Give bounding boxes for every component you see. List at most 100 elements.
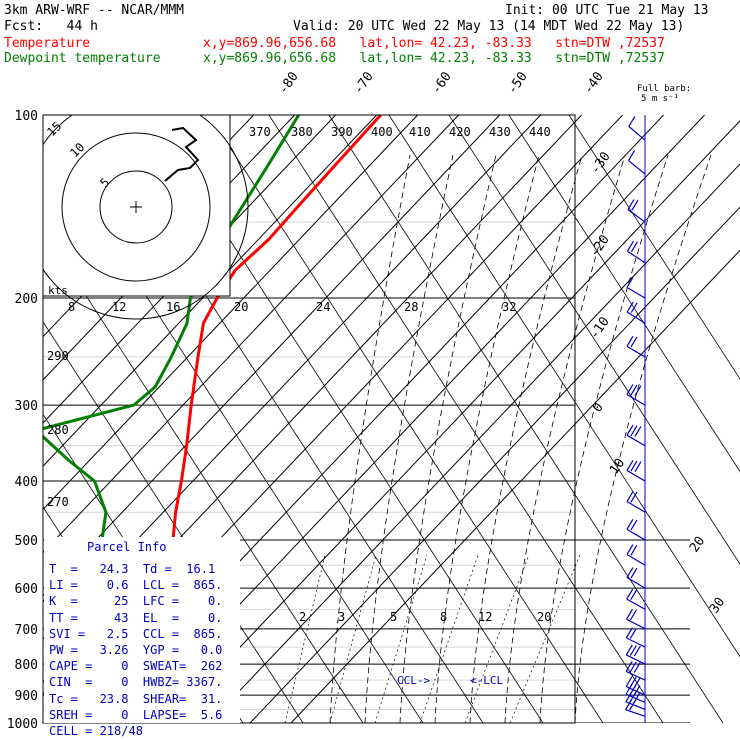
wind-barb-flag [629, 628, 637, 639]
dry-adiabat-line [448, 115, 740, 565]
wind-barb-flag [626, 608, 634, 620]
mixing-ratio-label: 20 [537, 610, 551, 624]
isotherm-label: -60 [429, 69, 455, 97]
dry-adiabat-line [568, 115, 740, 380]
wind-barb-flag [626, 588, 634, 600]
wind-barb-staff [625, 670, 646, 681]
mixing-ratio-label: 12 [112, 300, 126, 314]
wind-barb-flag [630, 384, 638, 396]
wind-barb-staff [625, 693, 646, 703]
dry-adiabat-label: 440 [529, 125, 551, 139]
wind-barb-flag [625, 644, 633, 656]
temperature-legend: Temperature [4, 36, 91, 51]
mixing-ratio-line [374, 554, 428, 723]
mixing-ratio-line [509, 554, 581, 723]
wind-barb-flag [626, 519, 634, 530]
wind-barb [628, 150, 646, 175]
moist-adiabat-line [399, 154, 497, 723]
mixing-ratio-label: 12 [478, 610, 492, 624]
wind-barb-flag [633, 662, 641, 673]
barb-legend-title: Full barb: [637, 84, 692, 94]
mixing-ratio-label: 32 [502, 300, 516, 314]
wind-barb-flag [625, 676, 633, 687]
parcel-info-title: Parcel Info [87, 540, 167, 554]
mixing-ratio-label: 24 [316, 300, 330, 314]
parcel-info-row: CELL = 218/48 [49, 724, 143, 738]
wind-barb [626, 277, 646, 299]
parcel-info-row: SVI = 2.5 CCL = 865. [49, 626, 223, 641]
wind-barb-flag [626, 277, 634, 288]
mixing-ratio-line [464, 554, 530, 723]
wind-barb-staff [626, 598, 646, 610]
isotherm-line [167, 120, 740, 723]
dry-adiabat-label: 270 [47, 495, 69, 509]
wind-barb [625, 676, 646, 696]
wind-barb [626, 240, 646, 264]
dry-adiabat-label: 290 [47, 349, 69, 363]
parcel-info-row: CIN = 0 HWBZ= 3367. [49, 675, 223, 690]
wind-barb-flag [626, 491, 634, 502]
wind-barb-staff [626, 618, 646, 630]
wind-barb-flag [625, 661, 633, 672]
isotherm-label: 30 [707, 595, 728, 616]
dry-adiabat-line [0, 75, 3, 723]
lcl-marker: <-LCL [470, 674, 504, 687]
mixing-ratio-label: 5 [390, 610, 397, 624]
mixing-ratio-label: 20 [234, 300, 248, 314]
wind-barb-flag [633, 677, 641, 689]
mixing-ratio-label: 16 [166, 300, 180, 314]
isotherm-label: -30 [588, 149, 614, 177]
isotherm-line [43, 115, 459, 554]
wind-barb-staff [626, 637, 646, 648]
isotherm-label: 20 [687, 534, 708, 555]
dewpoint-location: x,y=869.96,656.68 lat,lon= 42.23, -83.33… [203, 51, 665, 66]
dry-adiabat-label: 370 [249, 125, 271, 139]
wind-barb [626, 567, 646, 589]
wind-barb-staff [628, 160, 646, 175]
model-title: 3km ARW-WRF -- NCAR/MMM [4, 3, 185, 18]
wind-barb [625, 644, 646, 665]
wind-barb [628, 116, 646, 141]
moist-adiabat-line [504, 154, 626, 723]
wind-barb-flag [634, 426, 642, 437]
isotherm-line [290, 249, 740, 723]
dry-adiabat-label: 400 [371, 125, 393, 139]
dewpoint-legend: Dewpoint temperature [4, 51, 161, 66]
moist-adiabat-line [364, 154, 454, 723]
wind-barb-staff [627, 209, 646, 223]
wind-barb-flag [634, 461, 642, 472]
parcel-info-row: Tc = 23.8 SHEAR= 31. [49, 691, 223, 706]
moist-adiabat-line [574, 154, 712, 723]
parcel-info-row: PW = 3.26 YGP = 0.0 [49, 643, 223, 657]
wind-barb-flag [630, 241, 638, 253]
wind-barb-flag [630, 544, 638, 556]
isotherm-line [43, 115, 377, 467]
pressure-tick-label: 1000 [7, 717, 38, 732]
temperature-location: x,y=869.96,656.68 lat,lon= 42.23, -83.33… [203, 36, 665, 51]
wind-barb-staff [626, 554, 646, 566]
wind-barb-flag [627, 199, 635, 210]
ccl-marker: CCL-> [397, 674, 431, 687]
wind-barb [626, 301, 646, 324]
mixing-ratio-label: 28 [404, 300, 418, 314]
dry-adiabat-line [388, 115, 740, 658]
dry-adiabat-line [268, 115, 664, 723]
moist-adiabat-line [539, 154, 669, 723]
dry-adiabat-line [508, 115, 740, 473]
wind-barb-flag [628, 150, 636, 161]
wind-barb-staff [626, 434, 646, 447]
init-time: Init: 00 UTC Tue 21 May 13 [505, 3, 709, 18]
parcel-info-row: T = 24.3 Td = 16.1 [49, 562, 216, 576]
wind-barb-flag [628, 116, 636, 127]
isotherm-label: -20 [587, 232, 613, 260]
wind-barb-staff [625, 685, 646, 696]
dry-adiabat-line [328, 115, 724, 723]
dry-adiabat-label: 430 [489, 125, 511, 139]
pressure-tick-label: 600 [15, 582, 38, 597]
hodograph-units-label: kts [48, 284, 68, 297]
moist-adiabat-line [469, 154, 583, 723]
wind-barb [626, 424, 646, 447]
wind-barb-staff [625, 701, 646, 711]
wind-barb-staff [626, 654, 646, 665]
